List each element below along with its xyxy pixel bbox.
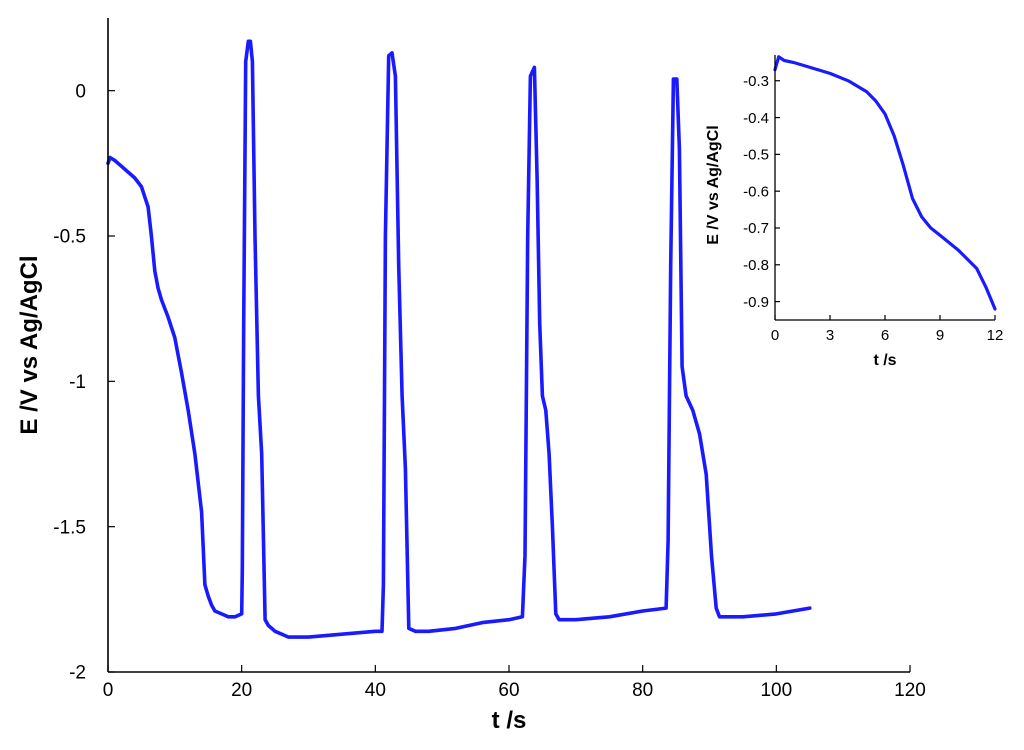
main-x-tick-label: 0 [103, 680, 114, 701]
inset-y-tick-label: -0.8 [743, 257, 769, 274]
main-x-tick-label: 120 [894, 680, 926, 701]
inset-y-tick-label: -0.9 [743, 294, 769, 311]
inset-y-tick-label: -0.6 [743, 183, 769, 200]
inset-y-tick-label: -0.7 [743, 220, 769, 237]
inset-y-axis-title: E /V vs Ag/AgCl [705, 125, 722, 244]
inset-x-tick-label: 6 [881, 327, 889, 344]
main-x-tick-label: 40 [365, 680, 386, 701]
inset-x-tick-label: 9 [936, 327, 944, 344]
main-y-tick-label: 0 [75, 81, 86, 102]
inset-y-tick-label: -0.5 [743, 147, 769, 164]
main-y-tick-label: -2 [69, 663, 86, 684]
inset-y-tick-label: -0.4 [743, 110, 769, 127]
main-y-axis-title: E /V vs Ag/AgCl [16, 255, 43, 434]
main-y-tick-label: -1 [69, 372, 86, 393]
main-x-ticks: 0 20 40 60 80 100 120 [103, 665, 926, 701]
main-x-tick-label: 60 [498, 680, 519, 701]
main-x-tick-label: 20 [231, 680, 252, 701]
inset-x-tick-label: 3 [826, 327, 834, 344]
inset-y-tick-label: -0.3 [743, 73, 769, 90]
main-plot-area [106, 39, 812, 639]
main-y-tick-label: -1.5 [53, 517, 86, 538]
inset-x-axis-title: t /s [873, 352, 896, 369]
main-x-tick-label: 80 [632, 680, 653, 701]
main-x-tick-label: 100 [760, 680, 792, 701]
main-x-axis-title: t /s [492, 707, 527, 734]
inset-plot-area [773, 55, 997, 311]
inset-x-tick-label: 12 [987, 327, 1004, 344]
inset-x-tick-label: 0 [771, 327, 779, 344]
main-chart: 0 20 40 60 80 100 120 0-0.5-1-1.5-2 t /s E /V … [16, 18, 926, 734]
inset-x-ticks: 0 3 6 9 12 [771, 315, 1004, 344]
inset-y-ticks: -0.3 -0.4 -0.5 -0.6 -0.7 -0.8 -0.9 [743, 73, 780, 311]
main-series-line-0 [106, 39, 812, 639]
main-y-tick-label: -0.5 [53, 227, 86, 248]
inset-chart: 0 3 6 9 12 -0.3 -0.4 -0.5 -0.6 -0.7 -0.8 -0.9 t /s… [705, 55, 1003, 369]
main-y-ticks: 0 -0.5 -1 -1.5 -2 [53, 81, 115, 684]
inset-series-line-0 [773, 55, 997, 311]
